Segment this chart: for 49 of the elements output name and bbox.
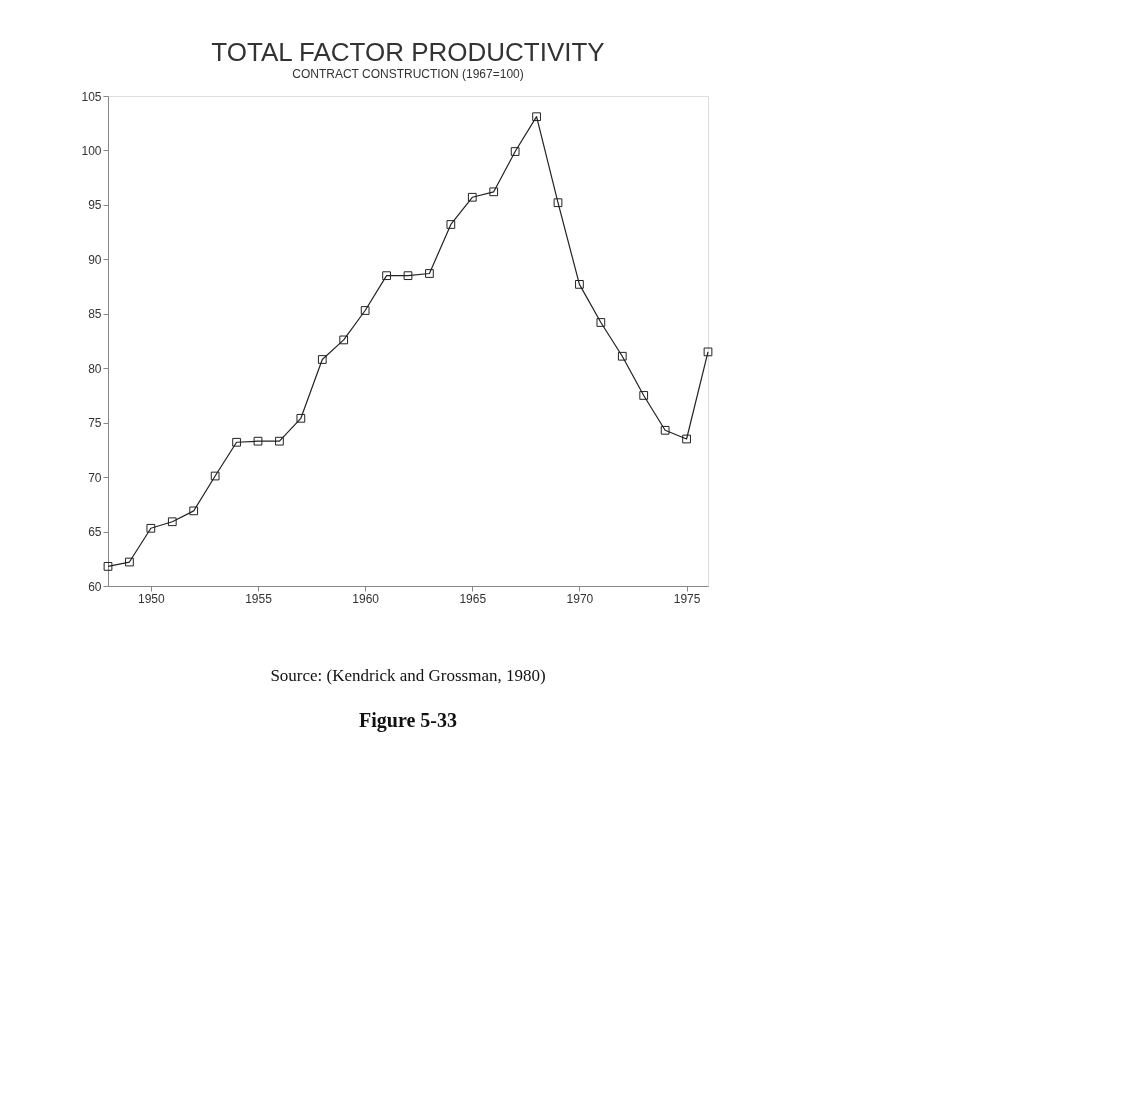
- point: [703, 347, 713, 357]
- point: [682, 434, 691, 444]
- y-tick-label: 85: [88, 307, 102, 322]
- x-tick-label: 1960: [352, 591, 380, 606]
- y-tick-label: 80: [88, 361, 102, 376]
- point: [596, 318, 606, 327]
- point: [467, 192, 477, 202]
- point: [275, 436, 284, 446]
- point: [532, 112, 541, 122]
- point: [489, 187, 499, 197]
- point: [339, 335, 349, 345]
- x-tick-label: 1965: [459, 591, 487, 606]
- point: [660, 425, 670, 435]
- x-tick-label: 1975: [673, 591, 701, 606]
- y-tick-label: 70: [88, 470, 102, 485]
- point: [210, 471, 220, 481]
- x-tick-label: 1955: [245, 591, 273, 606]
- point: [253, 436, 263, 446]
- caption: Figure 5-33: [359, 709, 457, 732]
- y-tick-label: 60: [88, 579, 102, 594]
- point: [189, 506, 199, 516]
- y-tick-label: 95: [88, 198, 102, 213]
- y-tick-label: 105: [81, 89, 102, 104]
- point: [146, 523, 156, 533]
- y-tick-label: 75: [88, 416, 102, 431]
- x-tick-label: 1970: [566, 591, 594, 606]
- x-tick-label: 1950: [138, 591, 166, 606]
- point: [103, 562, 113, 571]
- chart-title: TOTAL FACTOR PRODUCTIVITY: [211, 37, 605, 67]
- chart-subtitle: CONTRACT CONSTRUCTION (1967=100): [292, 67, 524, 81]
- point: [639, 391, 649, 400]
- point: [382, 271, 391, 281]
- point: [446, 220, 456, 229]
- point: [510, 147, 520, 156]
- point: [403, 271, 413, 281]
- point: [553, 198, 563, 208]
- point: [296, 413, 306, 423]
- point: [317, 355, 327, 364]
- point: [360, 306, 370, 315]
- point: [617, 351, 627, 361]
- point: [232, 437, 241, 447]
- y-tick-label: 100: [81, 143, 102, 158]
- point: [167, 517, 177, 527]
- source-note: Source: (Kendrick and Grossman, 1980): [270, 666, 546, 685]
- point: [425, 269, 434, 278]
- y-tick-label: 90: [88, 252, 102, 267]
- y-tick-label: 65: [88, 525, 102, 540]
- point: [575, 280, 584, 289]
- point: [125, 557, 134, 567]
